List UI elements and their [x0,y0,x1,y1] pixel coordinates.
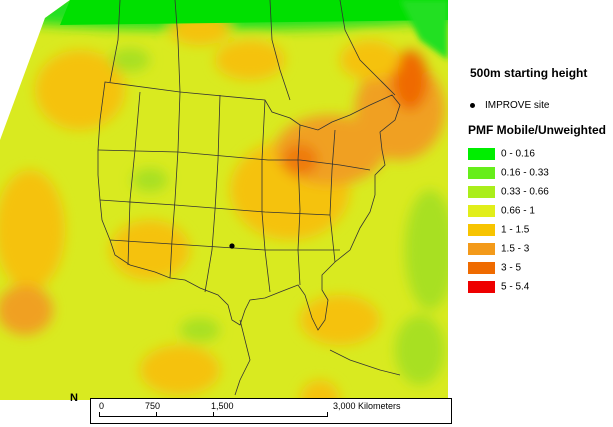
legend-site-label: IMPROVE site [485,100,550,111]
legend-class-2: 0.33 - 0.66 [468,186,549,198]
legend-class-label: 0.66 - 1 [501,205,535,217]
concentration-field [0,0,448,400]
legend-swatch [468,281,495,293]
legend-title: 500m starting height [470,66,588,80]
legend-class-label: 3 - 5 [501,262,522,274]
legend-site-entry: IMPROVE site [470,100,549,111]
concentration-map[interactable] [0,0,448,427]
scale-bar: 0 750 1,500 3,000 Kilometers [90,398,452,424]
map-panel[interactable] [0,0,448,427]
legend-subtitle: PMF Mobile/Unweighted [468,123,606,137]
scale-tick [327,412,328,417]
scale-label-750: 750 [145,401,161,411]
legend-class-5: 1.5 - 3 [468,243,529,255]
site-dot-icon [470,102,475,108]
legend-class-label: 0 - 0.16 [501,148,535,160]
legend-class-3: 0.66 - 1 [468,205,535,217]
legend-swatch [468,243,495,255]
legend-class-4: 1 - 1.5 [468,224,529,236]
improve-site-marker[interactable] [229,243,235,249]
scale-tick [213,412,214,417]
scale-label-3000: 3,000 Kilometers [333,401,401,411]
legend-class-6: 3 - 5 [468,262,521,274]
scale-tick [156,412,157,417]
legend-swatch [468,167,495,179]
legend-swatch [468,224,495,236]
scale-label-0: 0 [99,401,105,411]
legend-class-label: 1.5 - 3 [501,243,530,255]
legend-class-7: 5 - 5.4 [468,281,529,293]
legend-class-label: 0.16 - 0.33 [501,167,549,179]
legend-class-1: 0.16 - 0.33 [468,167,549,179]
legend-class-label: 1 - 1.5 [501,224,530,236]
legend-class-0: 0 - 0.16 [468,148,535,160]
map-boundaries [97,0,401,396]
legend-swatch [468,205,495,217]
scale-tick [99,412,100,417]
scale-label-1500: 1,500 [211,401,234,411]
legend-swatch [468,262,495,274]
legend-class-label: 0.33 - 0.66 [501,186,549,198]
legend-class-label: 5 - 5.4 [501,281,530,293]
legend-swatch [468,186,495,198]
legend-swatch [468,148,495,160]
legend-panel: 500m starting height IMPROVE site PMF Mo… [448,0,613,427]
north-arrow-icon: N [70,392,78,404]
